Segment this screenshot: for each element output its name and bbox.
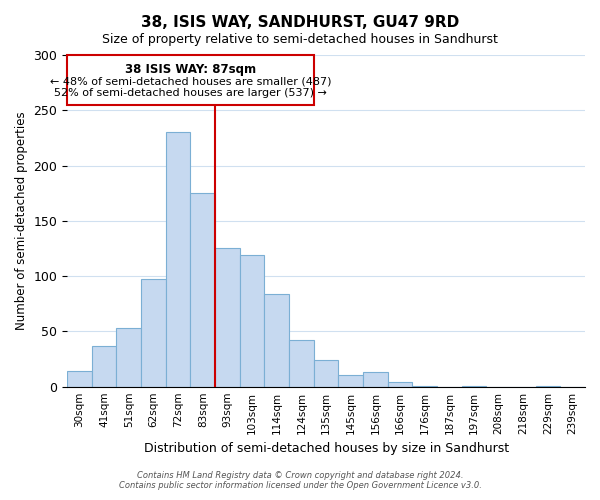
Bar	[314, 360, 338, 386]
Bar	[363, 372, 388, 386]
Bar	[190, 193, 215, 386]
Bar	[92, 346, 116, 387]
Text: ← 48% of semi-detached houses are smaller (487): ← 48% of semi-detached houses are smalle…	[50, 76, 331, 86]
Text: 52% of semi-detached houses are larger (537) →: 52% of semi-detached houses are larger (…	[54, 88, 327, 98]
Bar	[116, 328, 141, 386]
Bar	[265, 294, 289, 386]
Bar	[67, 55, 314, 105]
X-axis label: Distribution of semi-detached houses by size in Sandhurst: Distribution of semi-detached houses by …	[143, 442, 509, 455]
Bar	[240, 255, 265, 386]
Bar	[141, 280, 166, 386]
Bar	[289, 340, 314, 386]
Bar	[388, 382, 412, 386]
Text: Contains HM Land Registry data © Crown copyright and database right 2024.
Contai: Contains HM Land Registry data © Crown c…	[119, 470, 481, 490]
Bar	[166, 132, 190, 386]
Bar	[215, 248, 240, 386]
Bar	[338, 374, 363, 386]
Y-axis label: Number of semi-detached properties: Number of semi-detached properties	[15, 112, 28, 330]
Text: 38, ISIS WAY, SANDHURST, GU47 9RD: 38, ISIS WAY, SANDHURST, GU47 9RD	[141, 15, 459, 30]
Text: Size of property relative to semi-detached houses in Sandhurst: Size of property relative to semi-detach…	[102, 32, 498, 46]
Text: 38 ISIS WAY: 87sqm: 38 ISIS WAY: 87sqm	[125, 62, 256, 76]
Bar	[67, 371, 92, 386]
